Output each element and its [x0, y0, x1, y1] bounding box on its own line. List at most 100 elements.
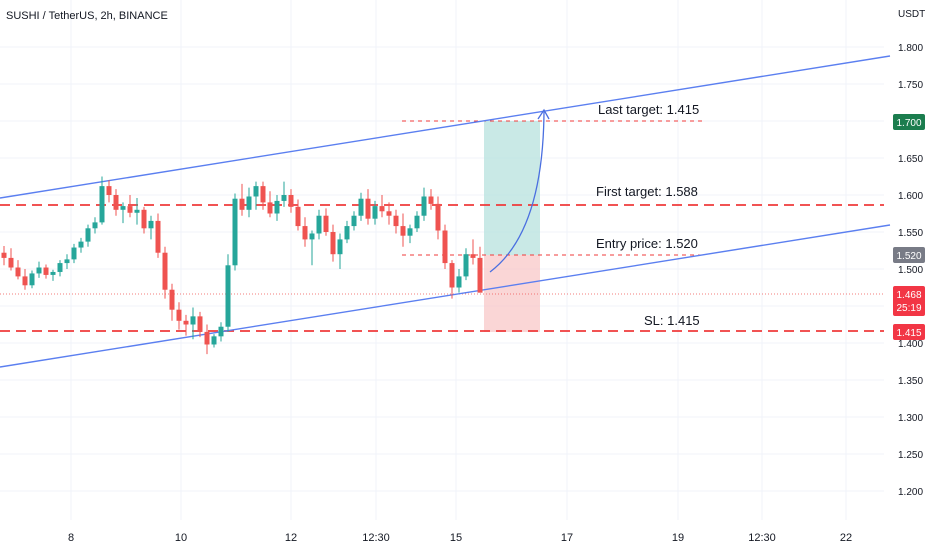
candle[interactable] — [288, 189, 294, 213]
candle[interactable] — [232, 193, 238, 271]
candle[interactable] — [218, 322, 224, 342]
candle-body — [99, 186, 105, 223]
candle[interactable] — [351, 211, 357, 231]
candle[interactable] — [64, 254, 70, 269]
candle[interactable] — [330, 224, 336, 262]
candle[interactable] — [449, 260, 455, 299]
candle[interactable] — [8, 248, 14, 271]
candle[interactable] — [379, 195, 385, 218]
candle[interactable] — [421, 187, 427, 221]
candle[interactable] — [225, 254, 231, 332]
candle[interactable] — [169, 283, 175, 321]
candle-body — [113, 195, 119, 210]
candle-body — [190, 316, 196, 325]
candle[interactable] — [456, 269, 462, 293]
candle[interactable] — [239, 183, 245, 216]
y-tick-label: 1.300 — [898, 413, 923, 424]
candle[interactable] — [253, 181, 259, 210]
candle[interactable] — [393, 209, 399, 234]
y-axis[interactable]: 1.8001.7501.7001.6501.6001.5501.5001.450… — [898, 43, 923, 498]
candle[interactable] — [435, 196, 441, 240]
y-tick-label: 1.800 — [898, 43, 923, 54]
candle[interactable] — [309, 230, 315, 266]
candle[interactable] — [267, 191, 273, 218]
projection-arrow[interactable] — [489, 111, 545, 273]
candle-body — [463, 254, 469, 277]
candle[interactable] — [57, 260, 63, 277]
y-tick-label: 1.750 — [898, 80, 923, 91]
candle-body — [386, 211, 392, 216]
candle[interactable] — [260, 181, 266, 210]
candle[interactable] — [372, 200, 378, 225]
candle[interactable] — [211, 334, 217, 348]
candle[interactable] — [78, 237, 84, 253]
x-tick-label: 12 — [285, 532, 297, 544]
candle[interactable] — [162, 246, 168, 299]
candle[interactable] — [281, 181, 287, 207]
candle[interactable] — [190, 307, 196, 340]
candle[interactable] — [155, 213, 161, 258]
candle[interactable] — [43, 264, 49, 279]
candle-body — [379, 206, 385, 212]
candle[interactable] — [141, 206, 147, 234]
candle-body — [239, 198, 245, 210]
entry-price-value: 1.520 — [896, 251, 921, 262]
candle[interactable] — [85, 224, 91, 247]
candle[interactable] — [99, 176, 105, 225]
candle[interactable] — [1, 246, 7, 266]
candle[interactable] — [15, 260, 21, 280]
candle[interactable] — [386, 202, 392, 225]
candle[interactable] — [183, 314, 189, 336]
y-tick-label: 1.250 — [898, 450, 923, 461]
candle[interactable] — [365, 189, 371, 225]
candle[interactable] — [127, 195, 133, 218]
candle[interactable] — [428, 189, 434, 210]
candle[interactable] — [274, 195, 280, 221]
candle[interactable] — [197, 311, 203, 338]
candle[interactable] — [29, 270, 35, 289]
candle[interactable] — [246, 187, 252, 218]
candle-body — [344, 226, 350, 240]
candle[interactable] — [204, 324, 210, 355]
candle[interactable] — [323, 208, 329, 236]
candle-body — [428, 196, 434, 204]
candle[interactable] — [470, 239, 476, 265]
candle-body — [29, 273, 35, 286]
candle[interactable] — [36, 261, 42, 278]
channel-upper-line[interactable] — [0, 55, 891, 199]
candle-body — [288, 195, 294, 207]
candle[interactable] — [407, 224, 413, 244]
channel-lower-line[interactable] — [0, 224, 891, 368]
candle-body — [302, 226, 308, 240]
candle[interactable] — [316, 209, 322, 240]
candle[interactable] — [400, 213, 406, 247]
y-tick-label: 1.550 — [898, 228, 923, 239]
candle[interactable] — [442, 224, 448, 269]
candle[interactable] — [295, 199, 301, 231]
candle[interactable] — [302, 217, 308, 247]
candle[interactable] — [414, 211, 420, 232]
profit-zone[interactable] — [484, 121, 540, 255]
x-tick-label: 12:30 — [748, 532, 776, 544]
candle[interactable] — [106, 180, 112, 203]
candle[interactable] — [358, 192, 364, 221]
first-target-label: First target: 1.588 — [596, 184, 698, 199]
candle[interactable] — [22, 269, 28, 290]
candle[interactable] — [176, 302, 182, 330]
candle[interactable] — [148, 215, 154, 240]
candle[interactable] — [344, 220, 350, 244]
x-tick-label: 17 — [561, 532, 573, 544]
loss-zone[interactable] — [484, 255, 540, 332]
candle[interactable] — [50, 269, 56, 281]
candle[interactable] — [337, 233, 343, 269]
x-axis[interactable]: 8 10 12 12:30 15 17 19 12:30 22 — [68, 532, 852, 544]
candle[interactable] — [92, 217, 98, 234]
candle[interactable] — [477, 246, 483, 293]
candle[interactable] — [463, 248, 469, 281]
candle[interactable] — [134, 197, 140, 225]
candle-body — [22, 276, 28, 286]
candle[interactable] — [113, 189, 119, 216]
candle[interactable] — [120, 202, 126, 224]
candle[interactable] — [71, 243, 77, 264]
